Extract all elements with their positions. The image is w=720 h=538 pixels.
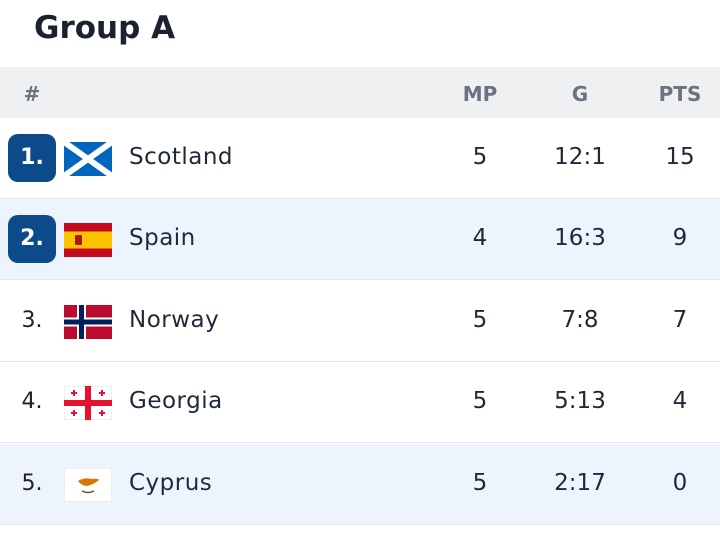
matches-played: 5 bbox=[472, 388, 488, 414]
goals: 2:17 bbox=[554, 470, 606, 496]
group-title: Group A bbox=[34, 10, 176, 46]
team-row[interactable]: 3. Norway 5 7:8 7 bbox=[0, 281, 720, 362]
goals: 12:1 bbox=[554, 144, 606, 170]
rank: 1. bbox=[8, 134, 56, 182]
team-row[interactable]: 4. Georgia 5 5:13 4 bbox=[0, 362, 720, 443]
goals: 16:3 bbox=[554, 225, 606, 251]
team-name: Norway bbox=[129, 307, 220, 333]
team-name: Spain bbox=[129, 225, 196, 251]
column-header: # bbox=[23, 82, 41, 106]
team-row[interactable]: 5. Cyprus 5 2:17 0 bbox=[0, 444, 720, 525]
rank: 5. bbox=[21, 471, 43, 496]
column-header: PTS bbox=[658, 82, 702, 106]
points: 0 bbox=[672, 470, 688, 496]
flag bbox=[64, 305, 112, 339]
points: 7 bbox=[672, 307, 688, 333]
points: 15 bbox=[665, 144, 695, 170]
table-header: # MP G PTS bbox=[0, 67, 720, 118]
goals: 7:8 bbox=[561, 307, 599, 333]
flag bbox=[64, 142, 112, 176]
rank: 4. bbox=[21, 389, 43, 414]
rank: 3. bbox=[21, 308, 43, 333]
matches-played: 5 bbox=[472, 307, 488, 333]
flag bbox=[64, 223, 112, 257]
points: 4 bbox=[672, 388, 688, 414]
team-row[interactable]: 1. Scotland 5 12:1 15 bbox=[0, 118, 720, 199]
team-name: Georgia bbox=[129, 388, 223, 414]
matches-played: 5 bbox=[472, 470, 488, 496]
points: 9 bbox=[672, 225, 688, 251]
team-name: Scotland bbox=[129, 144, 233, 170]
team-row[interactable]: 2. Spain 4 16:3 9 bbox=[0, 199, 720, 280]
matches-played: 4 bbox=[472, 225, 488, 251]
team-name: Cyprus bbox=[129, 470, 213, 496]
goals: 5:13 bbox=[554, 388, 606, 414]
matches-played: 5 bbox=[472, 144, 488, 170]
flag bbox=[64, 386, 112, 420]
rank: 2. bbox=[8, 215, 56, 263]
column-header: G bbox=[571, 82, 589, 106]
flag bbox=[64, 468, 112, 502]
column-header: MP bbox=[462, 82, 498, 106]
